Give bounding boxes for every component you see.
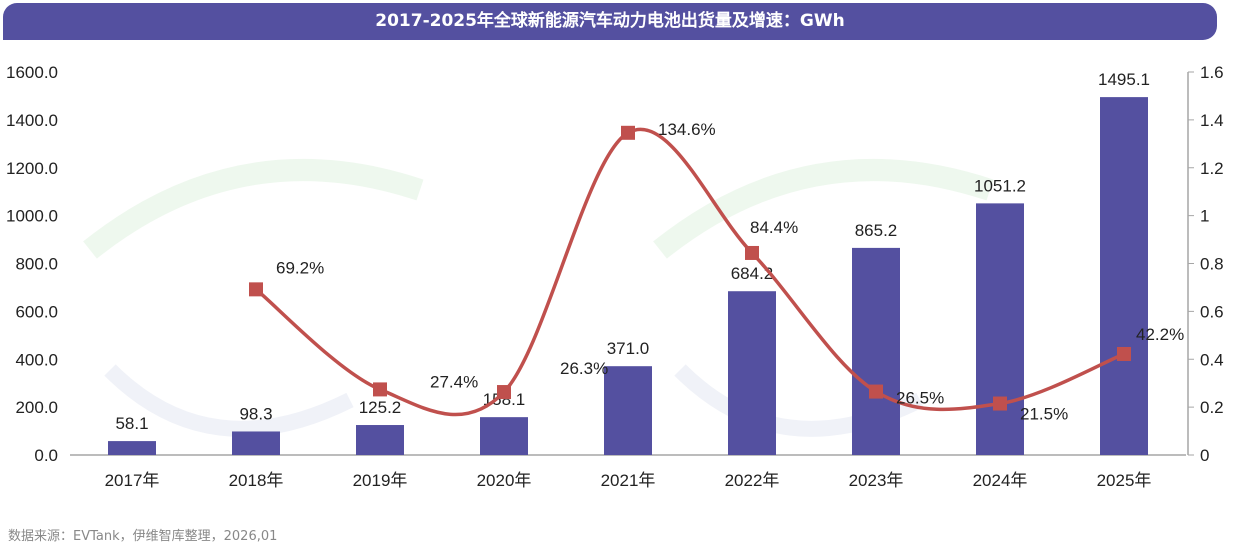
bar [1100,97,1148,455]
right-axis-tick-label: 0.2 [1200,398,1224,417]
growth-data-label: 21.5% [1020,405,1068,424]
growth-marker [745,245,759,260]
right-axis-tick-label: 1 [1200,207,1209,226]
growth-data-label: 42.2% [1136,325,1184,344]
left-axis-tick-label: 0.0 [34,446,58,465]
x-axis-tick-label: 2021年 [601,471,656,490]
left-axis-tick-label: 1400.0 [6,111,58,130]
chart-title: 2017-2025年全球新能源汽车动力电池出货量及增速：GWh [3,3,1217,40]
right-axis-tick-label: 1.4 [1200,111,1224,130]
bar-data-label: 371.0 [607,339,650,358]
chart: 0.0 200.0 400.0 600.0 800.0 1000.0 1200.0 1400.… [6,63,1224,490]
growth-data-label: 84.4% [750,218,798,237]
bar-data-label: 125.2 [359,398,402,417]
growth-data-label: 26.5% [896,389,944,408]
bar-data-label: 58.1 [115,414,148,433]
bar-data-label: 98.3 [239,404,272,423]
growth-data-label: 69.2% [276,258,324,277]
bar [232,431,280,455]
right-axis-tick-label: 1.2 [1200,159,1224,178]
bar-data-label: 865.2 [855,221,898,240]
growth-line [254,127,1125,417]
bar-data-label: 158.1 [483,390,526,409]
growth-data-label: 134.6% [658,120,716,139]
x-axis-tick-label: 2025年 [1097,471,1152,490]
growth-marker [993,396,1007,411]
bar-data-label: 1495.1 [1098,70,1150,89]
growth-marker [1117,346,1131,361]
right-axis-tick-label: 1.6 [1200,63,1224,82]
right-axis-tick-label: 0.8 [1200,255,1224,274]
left-axis-tick-label: 200.0 [15,398,58,417]
x-axis-tick-label: 2023年 [849,471,904,490]
bar [356,425,404,455]
bar [728,291,776,455]
x-axis-tick-label: 2022年 [725,471,780,490]
right-axis-tick-label: 0.6 [1200,302,1224,321]
watermark-logo-swoosh [83,159,424,259]
bar [480,417,528,455]
right-axis-tick-label: 0 [1200,446,1209,465]
right-axis-tick-label: 0.4 [1200,350,1224,369]
growth-marker [621,125,635,140]
left-axis-tick-label: 400.0 [15,350,58,369]
x-axis-tick-label: 2024年 [973,471,1028,490]
growth-data-label: 26.3% [560,359,608,378]
bar [108,441,156,455]
x-axis-tick-label: 2019年 [353,471,408,490]
left-axis-tick-label: 1200.0 [6,159,58,178]
source-note: 数据来源：EVTank，伊维智库整理，2026,01 [8,529,278,544]
x-axis-tick-label: 2017年 [105,471,160,490]
growth-marker [497,385,511,400]
bar-data-label: 1051.2 [974,176,1026,195]
bar-data-label: 684.2 [731,264,774,283]
growth-marker [249,282,263,297]
bar [852,247,900,455]
growth-marker [869,384,883,399]
watermark-logo-arc [104,364,354,437]
left-axis-tick-label: 1600.0 [6,63,58,82]
left-axis-tick-label: 800.0 [15,255,58,274]
x-axis-tick-label: 2018年 [229,471,284,490]
growth-data-label: 27.4% [430,372,478,391]
growth-marker [373,382,387,397]
bar [604,366,652,455]
left-axis-tick-label: 600.0 [15,302,58,321]
bar [976,203,1024,455]
left-axis-tick-label: 1000.0 [6,207,58,226]
x-axis-tick-label: 2020年 [477,471,532,490]
watermark-logo-swoosh [653,159,994,259]
